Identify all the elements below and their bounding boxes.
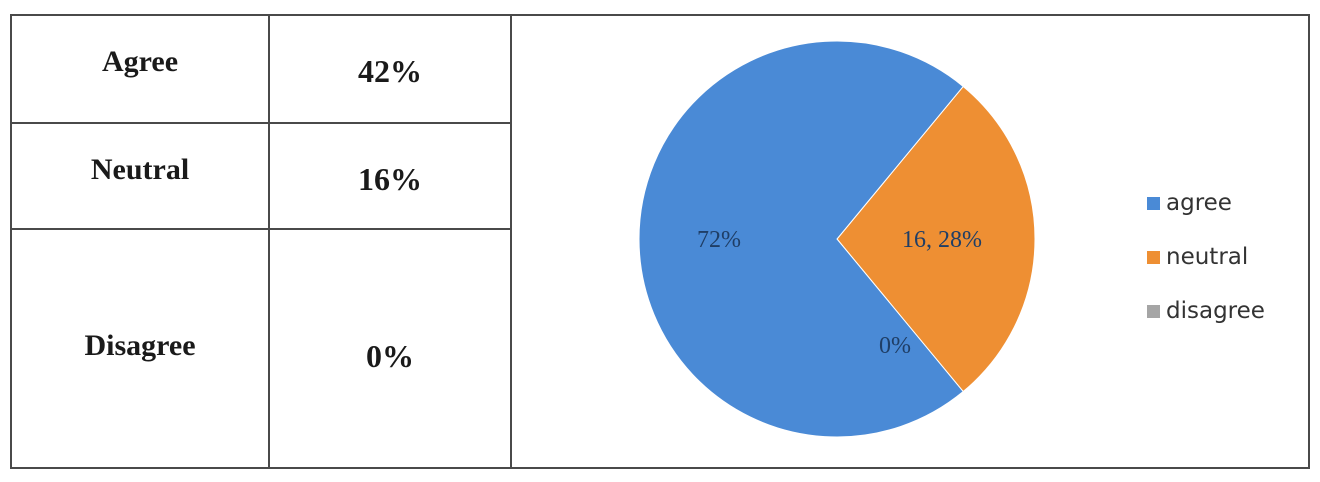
row-divider-2 [12,228,512,230]
legend-swatch-disagree [1147,304,1160,318]
legend-swatch-agree [1147,196,1160,210]
legend-item-agree: agree [1147,176,1265,230]
data-label-disagree: 0% [879,333,911,359]
pie-chart: 72% 16, 28% 0% [638,40,1036,438]
row-label-disagree: Disagree [84,329,196,362]
legend-item-disagree: disagree [1147,284,1265,338]
row-label-agree: Agree [101,45,179,78]
data-label-neutral: 16, 28% [902,227,982,253]
column-divider-1 [268,16,270,467]
legend-item-neutral: neutral [1147,230,1265,284]
legend-label-neutral: neutral [1166,244,1249,270]
pie-slice-agree [638,40,964,438]
pie-chart-cell: 72% 16, 28% 0% agree neutral disagree [522,16,1308,467]
row-value-agree: 42% [358,52,422,89]
legend-label-disagree: disagree [1166,298,1265,324]
column-divider-2 [510,16,512,467]
legend-swatch-neutral [1147,250,1160,264]
legend-label-agree: agree [1166,190,1232,216]
row-divider-1 [12,122,512,124]
row-label-neutral: Neutral [90,153,190,186]
row-value-disagree: 0% [366,337,414,374]
results-table: Agree 42% Neutral 16% Disagree 0% 72% 16,… [10,14,1310,469]
chart-legend: agree neutral disagree [1147,176,1265,338]
row-value-neutral: 16% [358,160,422,197]
page: Agree 42% Neutral 16% Disagree 0% 72% 16,… [10,14,1310,469]
pie-slice-neutral [836,85,1036,393]
data-label-agree: 72% [697,227,741,253]
